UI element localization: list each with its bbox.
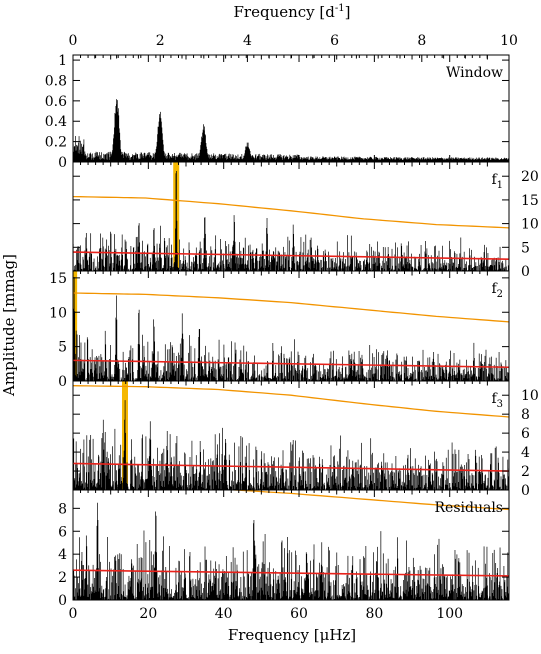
panel-label-residuals: Residuals [435, 500, 503, 516]
top-axis: 0 2 4 6 8 10 [69, 33, 518, 62]
panel-label-subscript: 1 [497, 180, 503, 191]
y-tick-label: 10 [521, 388, 539, 404]
spectrum-f3 [73, 400, 509, 490]
bottom-tick-label: 20 [139, 606, 157, 622]
bottom-axis-title-main: Frequency [ [228, 626, 320, 644]
y-tick-label: 0 [58, 155, 67, 171]
panel-label-text: Window [446, 65, 503, 81]
y-tick-label: 10 [521, 217, 539, 233]
y-tick-label: 4 [58, 547, 67, 563]
y-tick-label: 1 [58, 53, 67, 69]
y-tick-label: 6 [521, 426, 530, 442]
panel-label-subscript: 2 [497, 289, 503, 300]
y-tick-label: 0.8 [45, 73, 67, 89]
y-tick-label: 0 [58, 593, 67, 609]
panel-label-f1: f1 [491, 172, 503, 191]
noise-level-f3 [73, 462, 509, 472]
plot-area-residuals [73, 490, 509, 600]
extracted-frequency-band [73, 271, 78, 381]
bottom-tick-label: 0 [69, 606, 78, 622]
spectrum-f2 [73, 277, 509, 381]
y-tick-label: 0.6 [45, 94, 67, 110]
panel-label-subscript: 3 [497, 399, 503, 410]
bottom-axis-title-end: Hz] [329, 626, 356, 644]
bottom-tick-label: 60 [290, 606, 308, 622]
top-tick-label: 0 [69, 33, 78, 49]
significance-curve-f3 [73, 385, 509, 418]
panel-f1: 0 5 10 15 20 f1 [72, 161, 539, 280]
y-tick-label: 0.2 [45, 135, 67, 151]
panel-label-text: f [491, 391, 498, 407]
plot-area-f3 [73, 381, 509, 490]
y-tick-label: 8 [521, 407, 530, 423]
panel-frame-window [72, 54, 510, 163]
y-tick-label: 0 [521, 264, 530, 280]
svg-text:Frequency [d-1]: Frequency [d-1] [234, 3, 351, 21]
top-tick-label: 4 [243, 33, 252, 49]
bottom-axis-title-mu: μ [320, 626, 330, 644]
bottom-tick-label: 40 [215, 606, 233, 622]
y-tick-label: 0 [521, 483, 530, 499]
y-tick-label: 15 [49, 271, 67, 287]
panel-label-f3: f3 [491, 391, 503, 410]
y-tick-label: 6 [58, 524, 67, 540]
top-tick-label: 8 [417, 33, 426, 49]
panel-window: 0 0.2 0.4 0.6 0.8 1 Window [45, 53, 510, 171]
top-axis-title-main: Frequency [d [234, 3, 336, 21]
top-axis-title-sup: -1 [335, 3, 345, 14]
noise-level-f1 [73, 251, 509, 260]
panel-label-text: Residuals [435, 500, 503, 516]
panels: 00.20.40.60.81Window05101520f1051015f202… [45, 33, 539, 622]
plot-area-f1 [73, 162, 509, 271]
bottom-tick-label: 100 [436, 606, 463, 622]
plot-area-window [73, 99, 509, 162]
bottom-axis-title: Frequency [μHz] [228, 626, 356, 644]
panel-residuals: 0 2 4 6 8 Residuals [58, 489, 510, 609]
y-tick-label: 2 [58, 570, 67, 586]
panel-f2: 0 5 10 15 f2 [49, 270, 510, 390]
bottom-tick-label: 80 [365, 606, 383, 622]
significance-curve-f1 [73, 195, 509, 229]
y-tick-label: 15 [521, 193, 539, 209]
y-tick-label: 20 [521, 169, 539, 185]
noise-level-f2 [73, 359, 509, 369]
panel-f3: 0 2 4 6 8 10 f3 [72, 380, 539, 499]
significance-curve-f2 [73, 292, 509, 323]
top-axis-title-end: ] [345, 3, 351, 21]
plot-area-f2 [73, 271, 509, 381]
y-tick-label: 5 [58, 340, 67, 356]
top-tick-label: 10 [500, 33, 518, 49]
panel-label-text: f [491, 172, 498, 188]
top-tick-label: 2 [156, 33, 165, 49]
panel-label-window: Window [446, 65, 503, 81]
top-tick-label: 6 [330, 33, 339, 49]
bottom-axis: 0 20 40 60 80 100 [69, 606, 464, 622]
y-tick-label: 2 [521, 464, 530, 480]
spectrum-window [73, 99, 509, 162]
y-tick-label: 5 [521, 240, 530, 256]
svg-text:Frequency [μHz]: Frequency [μHz] [228, 626, 356, 644]
significance-curve-residuals [226, 490, 509, 511]
y-tick-label: 8 [58, 501, 67, 517]
y-tick-label: 4 [521, 445, 530, 461]
panel-label-f2: f2 [491, 281, 503, 300]
y-axis-title: Amplitude [mmag] [0, 254, 18, 397]
y-tick-label: 0 [58, 374, 67, 390]
y-tick-label: 0.4 [45, 114, 67, 130]
y-tick-label: 10 [49, 305, 67, 321]
panel-label-text: f [491, 281, 498, 297]
spectrum-residuals [73, 502, 509, 600]
top-axis-title: Frequency [d-1] [234, 3, 351, 21]
noise-level-residuals [73, 569, 509, 577]
